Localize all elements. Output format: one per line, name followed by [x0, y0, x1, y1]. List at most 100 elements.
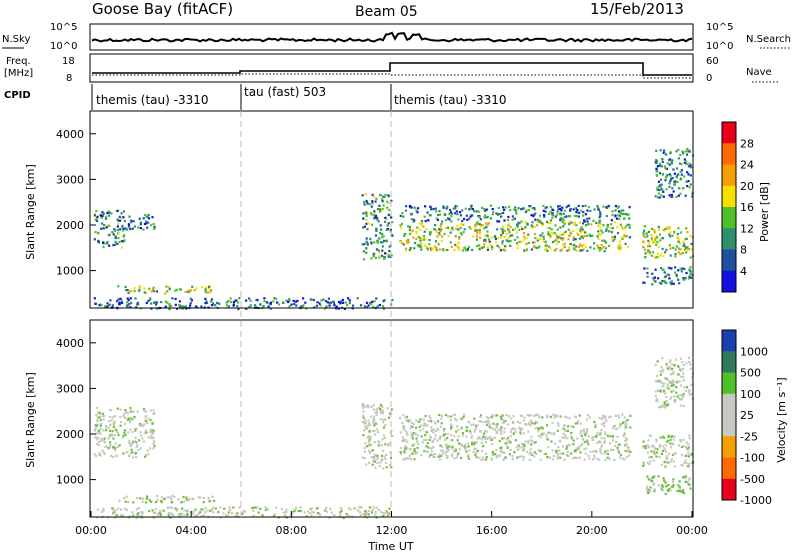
heatmap-cell — [455, 430, 458, 433]
heatmap-cell — [424, 205, 427, 208]
heatmap-cell — [503, 437, 506, 440]
heatmap-cell — [104, 445, 107, 448]
heatmap-cell — [112, 233, 115, 236]
heatmap-cell — [668, 194, 671, 197]
heatmap-cell — [523, 235, 526, 238]
heatmap-cell — [184, 290, 187, 293]
heatmap-cell — [597, 246, 600, 249]
heatmap-cell — [105, 445, 109, 448]
heatmap-cell — [545, 244, 549, 247]
heatmap-cell — [428, 239, 431, 242]
heatmap-cell — [659, 370, 662, 373]
heatmap-cell — [678, 489, 681, 492]
colorbar-tick-label: 20 — [740, 180, 754, 193]
heatmap-cell — [211, 508, 214, 511]
heatmap-cell — [368, 431, 371, 434]
heatmap-cell — [681, 267, 684, 270]
heatmap-cell — [603, 421, 606, 425]
heatmap-cell — [661, 158, 664, 161]
heatmap-cell — [688, 275, 691, 278]
heatmap-cell — [672, 382, 675, 385]
heatmap-cell — [652, 251, 655, 254]
heatmap-cell — [661, 370, 664, 373]
heatmap-cell — [142, 228, 145, 231]
heatmap-cell — [476, 221, 479, 224]
heatmap-cell — [663, 401, 666, 404]
heatmap-cell — [669, 381, 672, 384]
heatmap-cell — [209, 509, 212, 512]
heatmap-cell — [381, 245, 384, 248]
heatmap-cell — [324, 299, 327, 303]
heatmap-cell — [185, 496, 188, 499]
heatmap-cell — [450, 228, 453, 231]
heatmap-cell — [549, 205, 552, 208]
heatmap-cell — [686, 386, 689, 389]
heatmap-cell — [372, 430, 375, 433]
heatmap-cell — [377, 220, 380, 223]
heatmap-cell — [662, 268, 665, 271]
heatmap-cell — [478, 232, 482, 235]
heatmap-cell — [588, 457, 591, 460]
heatmap-cell — [669, 373, 673, 376]
heatmap-cell — [629, 450, 632, 453]
heatmap-cell — [537, 449, 540, 452]
heatmap-cell — [95, 436, 98, 439]
heatmap-cell — [682, 461, 686, 464]
heatmap-cell — [95, 424, 98, 427]
heatmap-cell — [371, 200, 374, 203]
heatmap-cell — [363, 200, 366, 203]
heatmap-cell — [447, 217, 450, 220]
heatmap-cell — [414, 241, 417, 245]
heatmap-cell — [362, 434, 365, 437]
heatmap-cell — [370, 511, 373, 514]
heatmap-cell — [346, 304, 349, 307]
heatmap-cell — [445, 454, 448, 457]
heatmap-cell — [372, 408, 375, 411]
heatmap-cell — [376, 454, 379, 457]
heatmap-cell — [600, 417, 603, 421]
heatmap-cell — [509, 225, 512, 229]
heatmap-cell — [386, 511, 389, 514]
heatmap-cell — [513, 238, 516, 242]
heatmap-cell — [600, 437, 603, 440]
heatmap-cell — [669, 179, 672, 183]
heatmap-cell — [496, 244, 499, 247]
heatmap-cell — [684, 238, 687, 241]
heatmap-cell — [655, 440, 658, 443]
heatmap-cell — [406, 440, 409, 443]
heatmap-cell — [269, 307, 272, 310]
heatmap-cell — [381, 236, 384, 239]
heatmap-cell — [405, 431, 409, 434]
heatmap-cell — [442, 249, 445, 252]
heatmap-cell — [647, 478, 650, 481]
heatmap-cell — [508, 205, 511, 208]
heatmap-cell — [649, 490, 652, 493]
heatmap-cell — [102, 508, 105, 511]
heatmap-cell — [644, 256, 647, 259]
heatmap-cell — [663, 448, 666, 451]
heatmap-cell — [418, 425, 421, 428]
colorbar-swatch — [722, 351, 736, 373]
heatmap-cell — [120, 299, 123, 302]
heatmap-cell — [677, 227, 680, 230]
heatmap-cell — [581, 214, 585, 217]
heatmap-cell — [328, 516, 331, 520]
heatmap-cell — [149, 297, 152, 300]
heatmap-cell — [469, 430, 472, 433]
heatmap-cell — [428, 455, 431, 458]
heatmap-cell — [597, 230, 600, 233]
heatmap-cell — [143, 287, 146, 290]
heatmap-cell — [151, 509, 154, 512]
heatmap-cell — [530, 435, 533, 438]
heatmap-cell — [443, 249, 446, 252]
heatmap-cell — [586, 414, 589, 417]
heatmap-cell — [663, 165, 666, 168]
heatmap-cell — [376, 218, 379, 221]
heatmap-cell — [373, 424, 376, 427]
heatmap-cell — [363, 225, 366, 228]
heatmap-cell — [618, 426, 622, 429]
heatmap-cell — [426, 211, 429, 214]
nave-tick-bottom: 0 — [706, 73, 712, 84]
heatmap-cell — [483, 239, 486, 242]
